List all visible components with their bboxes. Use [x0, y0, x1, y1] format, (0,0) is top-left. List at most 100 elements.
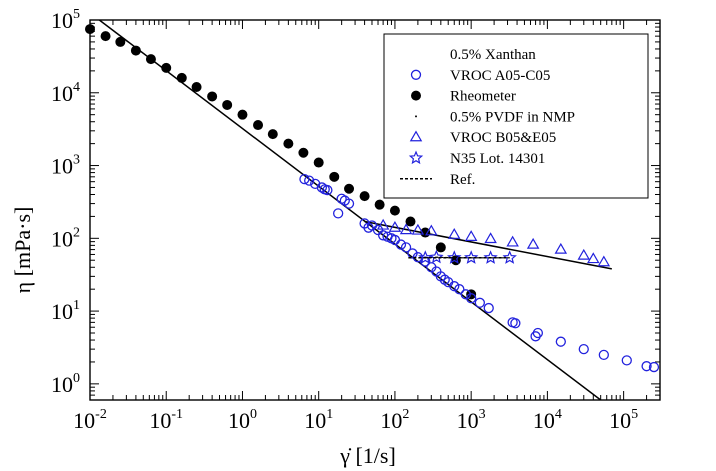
y-tick-label: 103	[51, 153, 80, 179]
legend-marker	[408, 150, 424, 165]
y-tick-label: 105	[51, 7, 80, 33]
data-point	[464, 230, 478, 241]
data-point	[621, 355, 632, 366]
legend-label: 0.5% PVDF in NMP	[450, 109, 575, 125]
plot-border	[89, 19, 661, 401]
data-point	[222, 99, 233, 110]
y-axis-label: η [mPa·s]	[10, 207, 35, 294]
data-point	[474, 297, 485, 308]
data-point	[597, 255, 611, 267]
x-tick-label: 100	[228, 407, 257, 433]
x-tick-label: 101	[304, 407, 333, 433]
data-point	[283, 138, 294, 149]
data-point	[304, 175, 315, 186]
legend-marker	[411, 90, 421, 101]
data-point	[388, 220, 402, 232]
data-point	[389, 205, 400, 216]
data-point	[400, 242, 412, 253]
data-point	[484, 232, 497, 244]
data-point	[85, 24, 95, 35]
x-tick-label: 10-1	[149, 407, 183, 433]
data-point	[395, 239, 407, 250]
legend: 0.5% Xanthan VROC A05-C05 Rheometer 0.5% PV…	[383, 33, 649, 199]
data-point	[483, 250, 498, 264]
data-point	[405, 216, 416, 227]
series-rheometer	[85, 24, 477, 300]
legend-label: VROC A05-C05	[450, 68, 550, 84]
axis-tick-labels: 10-2 10-1 100 101 102 103 104 105 100 101 102 103 10…	[51, 7, 638, 433]
data-point	[130, 45, 141, 56]
legend-box	[383, 33, 649, 199]
star-ref-line	[425, 256, 510, 259]
data-point	[648, 361, 660, 373]
data-point	[407, 248, 418, 259]
x-tick-label: 10-2	[73, 407, 107, 433]
series-vroc-b05-e05	[376, 218, 611, 267]
data-point	[641, 361, 652, 372]
data-point	[454, 284, 465, 295]
data-point	[425, 224, 438, 236]
data-point	[176, 72, 187, 83]
data-point	[530, 331, 541, 342]
data-point	[506, 235, 519, 247]
data-point	[161, 62, 172, 73]
y-tick-label: 100	[51, 371, 80, 397]
data-point	[333, 208, 344, 219]
axis-labels: η [mPa·s] γ̇ [1/s]	[10, 207, 396, 468]
data-point	[316, 182, 328, 193]
legend-marker	[415, 115, 417, 118]
data-point	[374, 199, 385, 210]
data-point	[418, 250, 433, 264]
data-point	[449, 281, 460, 292]
data-point	[389, 234, 401, 246]
fit-line	[364, 220, 612, 270]
data-point	[483, 302, 494, 314]
data-point	[526, 237, 540, 249]
data-point	[299, 174, 310, 185]
data-point	[532, 327, 544, 339]
legend-label: VROC B05&E05	[450, 130, 556, 146]
data-point	[411, 223, 425, 235]
data-point	[145, 54, 156, 65]
data-point	[510, 318, 521, 329]
legend-label: N35 Lot. 14301	[450, 151, 545, 167]
data-point	[435, 242, 446, 253]
data-point	[466, 293, 477, 304]
data-point	[555, 336, 566, 347]
data-point	[359, 191, 370, 202]
plot-frame	[89, 19, 661, 401]
data-point	[343, 198, 355, 209]
data-point	[191, 82, 202, 93]
data-point	[502, 250, 517, 264]
data-point	[237, 109, 248, 120]
data-point	[267, 129, 278, 140]
series-n35-lot-14301	[418, 249, 517, 264]
x-tick-label: 105	[609, 407, 638, 433]
legend-label: Ref.	[450, 172, 475, 188]
data-point	[446, 250, 462, 264]
data-point	[322, 184, 333, 196]
data-point	[207, 91, 218, 102]
data-point	[554, 242, 568, 254]
data-point	[376, 218, 390, 230]
data-point	[253, 120, 264, 131]
data-point	[577, 248, 591, 260]
data-point	[464, 250, 479, 264]
legend-label: Rheometer	[450, 89, 516, 105]
legend-marker	[410, 69, 422, 80]
data-point	[587, 252, 600, 264]
series-vroc-a05-c05	[299, 174, 660, 373]
y-tick-label: 104	[51, 80, 80, 106]
data-point	[298, 147, 309, 158]
data-point	[598, 349, 609, 361]
data-point	[372, 224, 384, 236]
data-point	[329, 171, 340, 182]
data-point	[399, 223, 413, 235]
data-point	[578, 343, 589, 355]
x-axis-label: γ̇ [1/s]	[339, 443, 396, 468]
data-point	[447, 228, 461, 239]
y-tick-label: 102	[51, 225, 80, 251]
y-tick-label: 101	[51, 298, 80, 324]
data-markers	[85, 24, 660, 373]
